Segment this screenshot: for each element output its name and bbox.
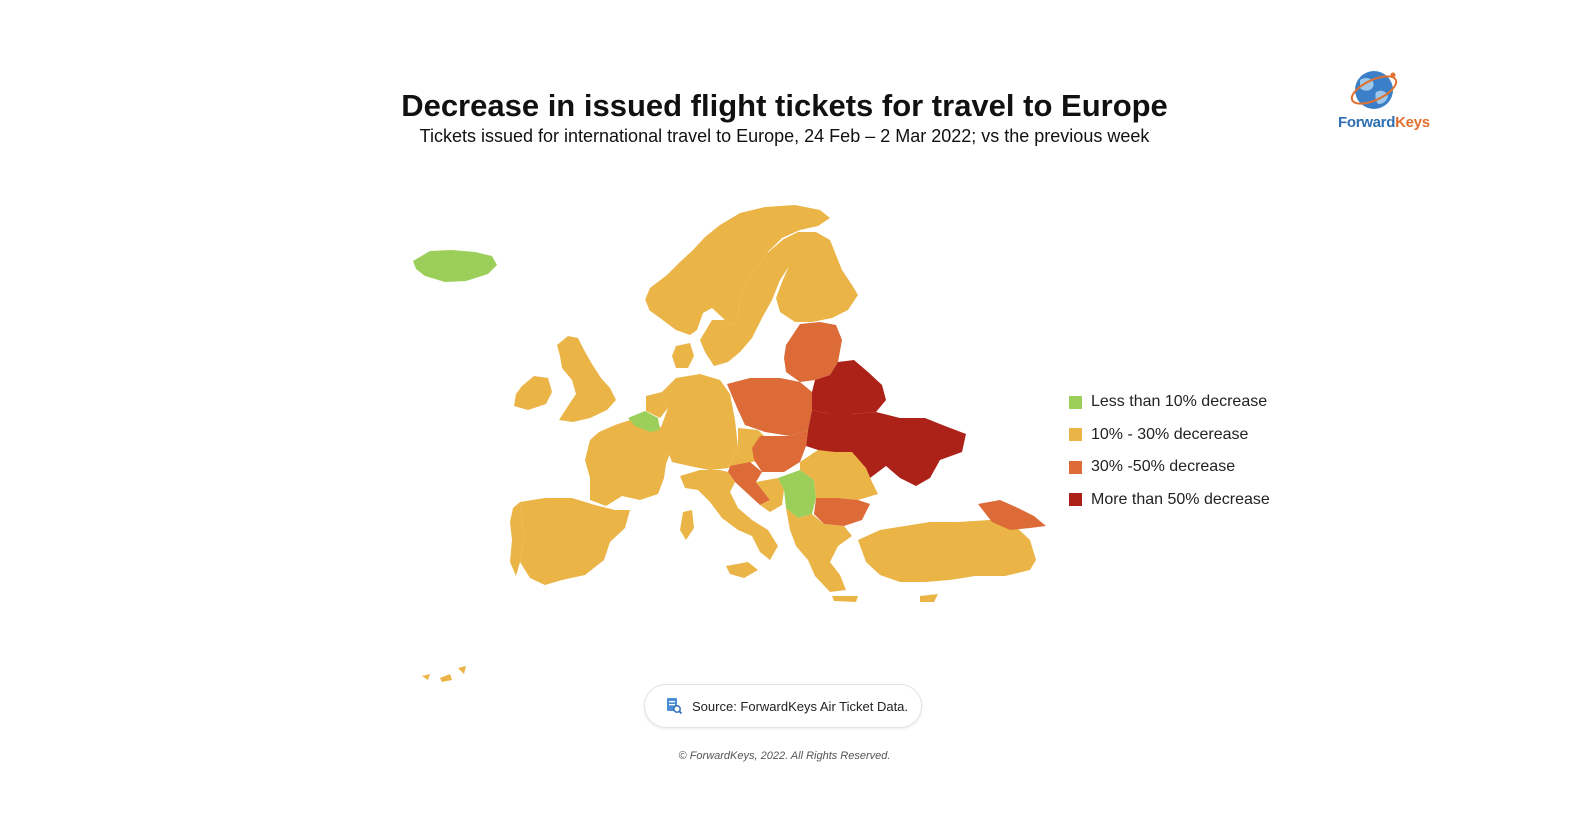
- region-greece: [786, 508, 852, 592]
- map-title: Decrease in issued flight tickets for tr…: [401, 88, 1168, 123]
- copyright-text: © ForwardKeys, 2022. All Rights Reserved…: [678, 750, 891, 762]
- legend-label: 10% - 30% decerease: [1091, 425, 1249, 443]
- region-croatia: [728, 462, 770, 505]
- legend-swatch: [1069, 460, 1082, 474]
- legend-swatch: [1069, 395, 1082, 409]
- legend-item-more-than-50: More than 50% decrease: [1069, 484, 1270, 517]
- region-georgia: [978, 500, 1046, 530]
- legend-item-30-50: 30% -50% decrease: [1069, 451, 1270, 484]
- region-baltics: [784, 322, 842, 382]
- region-norway: [645, 205, 830, 335]
- source-text: Source: ForwardKeys Air Ticket Data.: [692, 698, 909, 714]
- region-portugal: [510, 502, 524, 576]
- region-canary-islands: [422, 666, 466, 682]
- region-belgium: [628, 411, 660, 432]
- region-romania: [800, 450, 878, 500]
- region-ireland: [514, 376, 552, 410]
- region-turkey: [858, 520, 1036, 582]
- region-sweden: [700, 240, 792, 366]
- region-france: [585, 416, 672, 506]
- europe-map: [413, 205, 1046, 682]
- region-sicily: [726, 562, 758, 578]
- region-finland: [776, 232, 858, 322]
- region-uk: [557, 336, 616, 422]
- region-crete: [832, 596, 858, 602]
- legend-swatch: [1069, 493, 1082, 507]
- region-denmark: [672, 343, 694, 368]
- region-italy: [680, 470, 778, 560]
- region-hungary: [752, 430, 808, 472]
- legend-item-10-30: 10% - 30% decerease: [1069, 419, 1270, 452]
- region-cyprus: [920, 594, 938, 602]
- legend-item-less-than-10: Less than 10% decrease: [1069, 386, 1270, 419]
- legend-label: 30% -50% decrease: [1091, 458, 1236, 476]
- region-sardinia: [680, 510, 694, 540]
- region-bosnia: [756, 478, 784, 512]
- forwardkeys-logo-globe-icon: [1350, 71, 1398, 109]
- legend-label: Less than 10% decrease: [1091, 393, 1268, 411]
- region-spain: [520, 498, 630, 585]
- document-search-icon: [667, 698, 683, 715]
- region-austria: [672, 428, 775, 470]
- legend-swatch: [1069, 428, 1082, 442]
- region-germany: [660, 374, 738, 470]
- map-legend: Less than 10% decrease 10% - 30% decerea…: [1069, 386, 1270, 516]
- source-badge: Source: ForwardKeys Air Ticket Data.: [644, 684, 922, 728]
- region-serbia: [778, 470, 816, 518]
- region-belarus: [812, 360, 886, 414]
- map-subtitle: Tickets issued for international travel …: [419, 126, 1150, 146]
- region-bulgaria: [814, 498, 870, 526]
- forwardkeys-logo-text: ForwardKeys: [1338, 114, 1430, 131]
- region-netherlands: [646, 392, 668, 418]
- region-poland: [727, 378, 812, 436]
- legend-label: More than 50% decrease: [1091, 490, 1270, 508]
- region-iceland: [413, 250, 497, 282]
